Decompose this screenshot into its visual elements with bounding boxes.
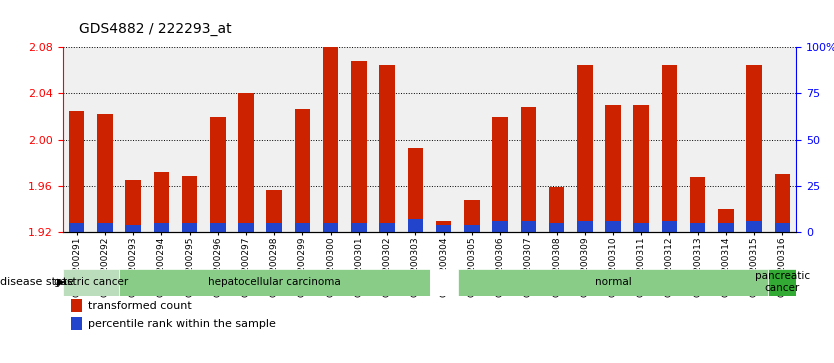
Text: transformed count: transformed count [88, 301, 192, 311]
Bar [549, 223, 565, 232]
Text: normal: normal [595, 277, 631, 287]
Bar [430, 269, 458, 296]
Bar [267, 223, 282, 232]
Text: ▶: ▶ [57, 277, 64, 287]
Bar [661, 65, 677, 232]
Bar [690, 177, 706, 232]
Bar [577, 65, 592, 232]
Bar [379, 223, 395, 232]
Bar [464, 200, 480, 232]
Bar [182, 223, 198, 232]
Bar [436, 221, 451, 232]
Bar [323, 47, 339, 232]
Bar [294, 109, 310, 232]
Bar [408, 148, 423, 232]
Bar [661, 221, 677, 232]
Bar [69, 111, 84, 232]
Bar [768, 269, 796, 296]
Bar [605, 105, 620, 232]
Bar [125, 225, 141, 232]
Bar [294, 223, 310, 232]
Bar [458, 269, 768, 296]
Text: hepatocellular carcinoma: hepatocellular carcinoma [208, 277, 340, 287]
Bar [210, 117, 225, 232]
Bar [549, 187, 565, 232]
Bar [690, 223, 706, 232]
Bar [119, 269, 430, 296]
Bar [436, 225, 451, 232]
Bar [408, 219, 423, 232]
Text: disease state: disease state [0, 277, 74, 287]
Bar [492, 221, 508, 232]
Bar [605, 221, 620, 232]
Bar [351, 223, 367, 232]
Bar [775, 223, 790, 232]
Text: gastric cancer: gastric cancer [53, 277, 128, 287]
Bar [492, 117, 508, 232]
Bar [379, 65, 395, 232]
Bar [239, 94, 254, 232]
Bar [520, 221, 536, 232]
Bar [69, 223, 84, 232]
Bar [267, 189, 282, 232]
Bar [210, 223, 225, 232]
Text: percentile rank within the sample: percentile rank within the sample [88, 319, 276, 329]
Bar [775, 175, 790, 232]
Bar [63, 269, 119, 296]
Bar [323, 223, 339, 232]
Bar [153, 223, 169, 232]
Text: GDS4882 / 222293_at: GDS4882 / 222293_at [79, 22, 232, 36]
Bar [520, 107, 536, 232]
Bar [125, 180, 141, 232]
Bar [239, 223, 254, 232]
Bar [634, 223, 649, 232]
Bar [182, 176, 198, 232]
Bar [634, 105, 649, 232]
Bar [577, 221, 592, 232]
Bar [746, 65, 762, 232]
Bar [153, 172, 169, 232]
Bar [97, 223, 113, 232]
Bar [718, 223, 734, 232]
Bar [464, 225, 480, 232]
Bar [97, 114, 113, 232]
Bar [718, 209, 734, 232]
Text: pancreatic
cancer: pancreatic cancer [755, 272, 810, 293]
Bar [351, 61, 367, 232]
Bar [746, 221, 762, 232]
